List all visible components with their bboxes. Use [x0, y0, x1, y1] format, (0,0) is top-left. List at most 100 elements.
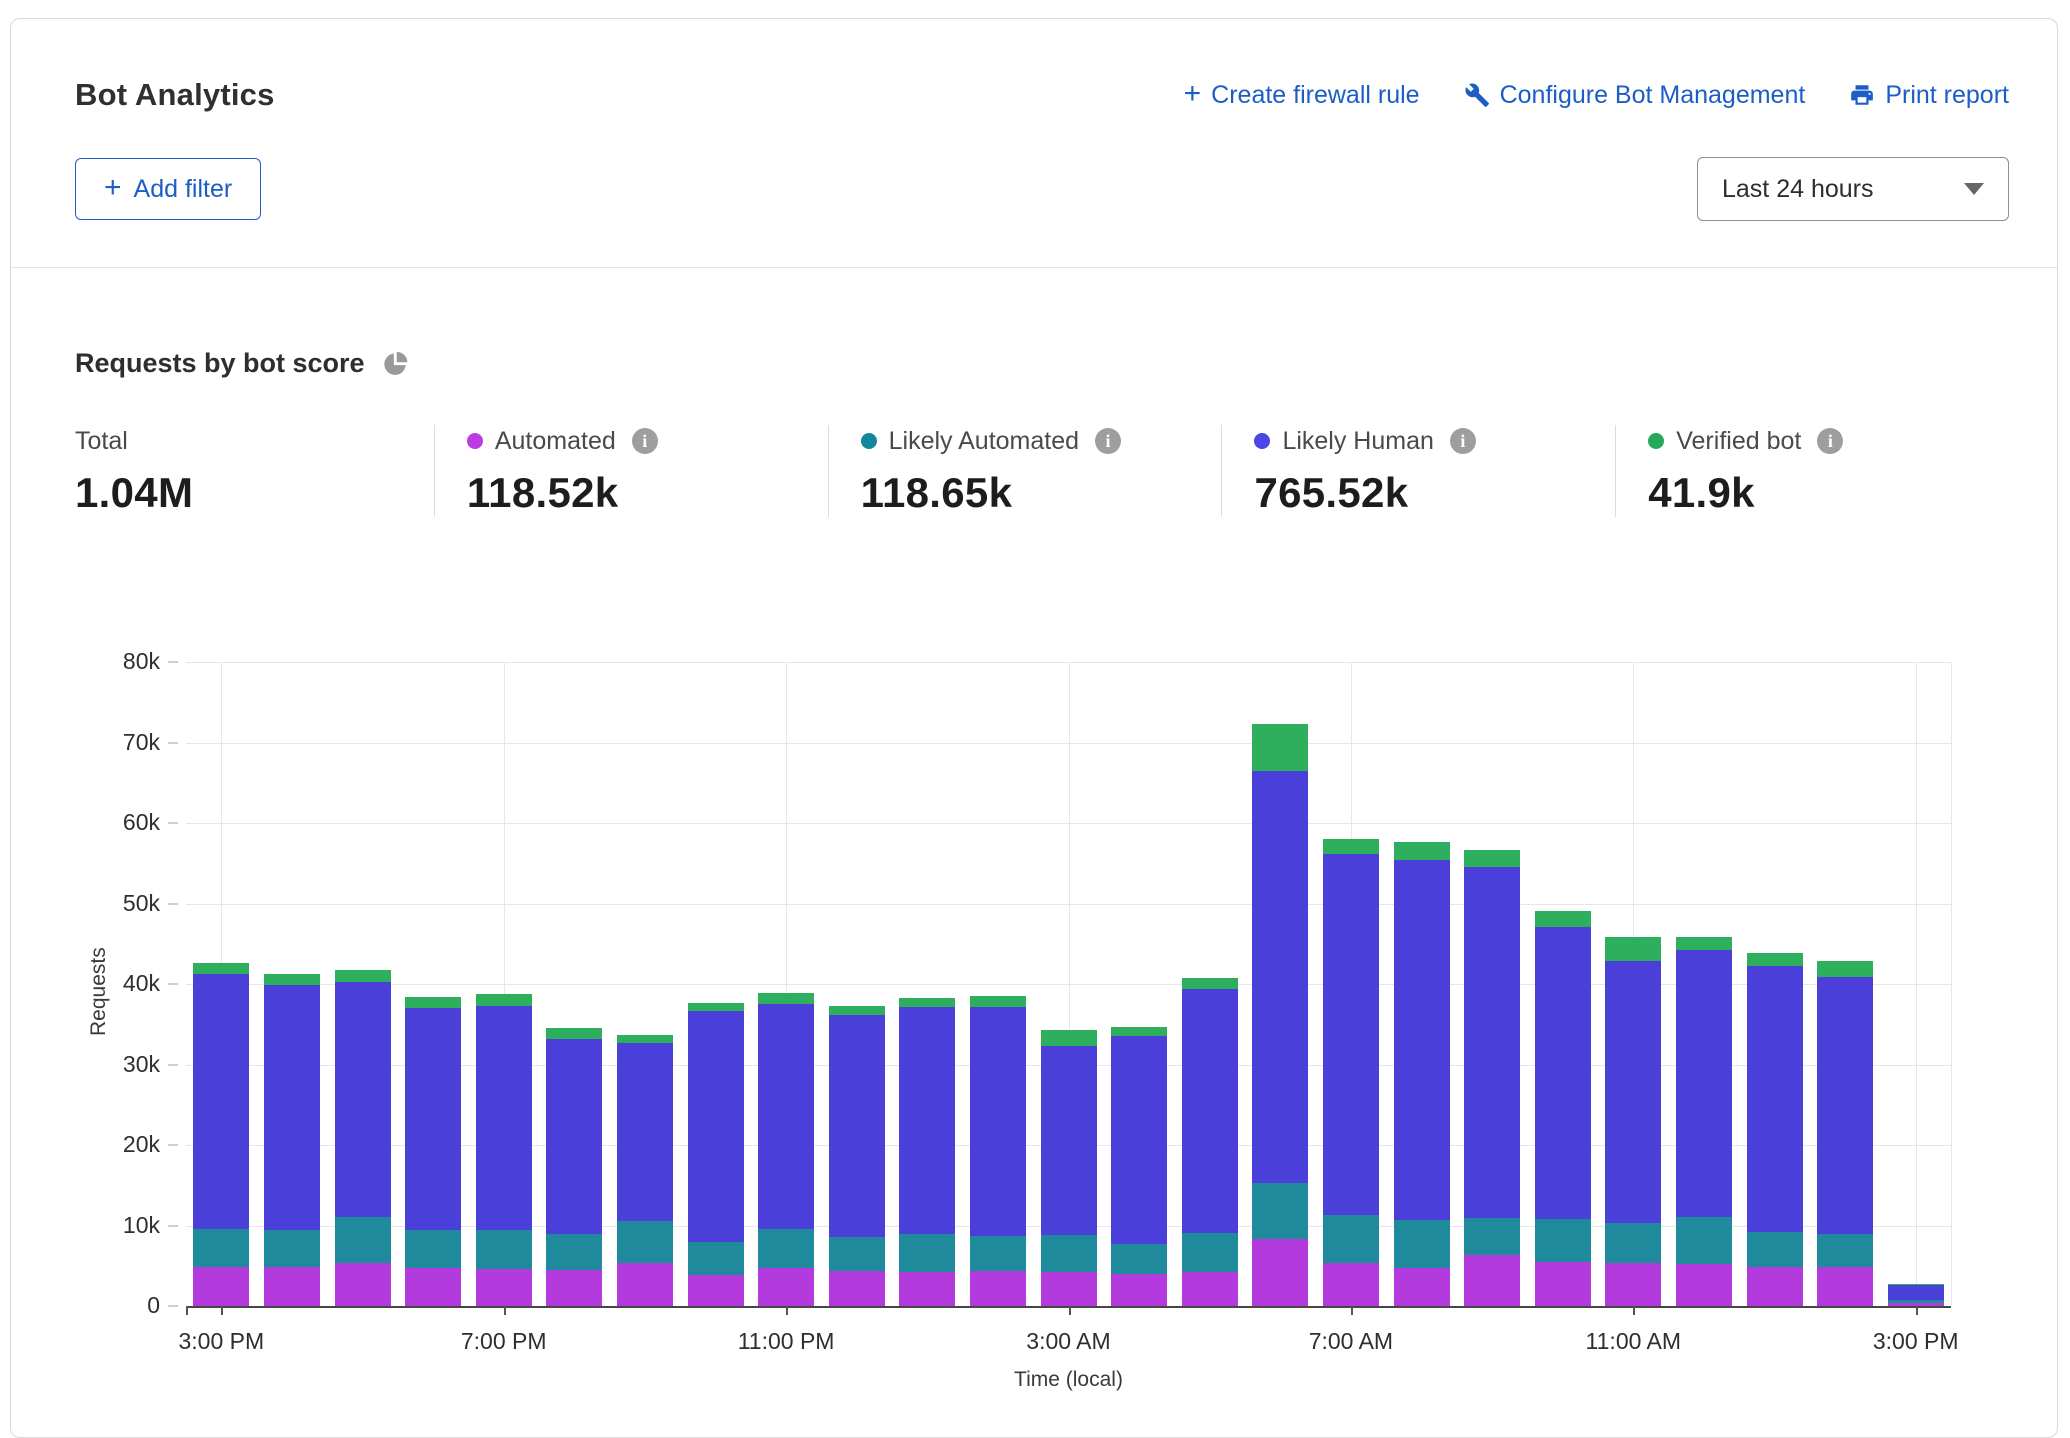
bar-segment[interactable] — [405, 997, 461, 1008]
bar-segment[interactable] — [1182, 1233, 1238, 1272]
bar-segment[interactable] — [335, 1217, 391, 1263]
bar-segment[interactable] — [617, 1043, 673, 1222]
time-range-select[interactable]: Last 24 hours — [1697, 157, 2009, 221]
bar-segment[interactable] — [1605, 961, 1661, 1223]
bar-segment[interactable] — [1535, 1262, 1591, 1306]
bar-segment[interactable] — [1323, 839, 1379, 854]
bar-segment[interactable] — [1323, 1263, 1379, 1306]
bar-segment[interactable] — [546, 1270, 602, 1306]
bar-segment[interactable] — [1323, 854, 1379, 1215]
bar-segment[interactable] — [1111, 1027, 1167, 1036]
print-report-link[interactable]: Print report — [1849, 81, 2009, 110]
bar-segment[interactable] — [1182, 978, 1238, 988]
bar-segment[interactable] — [829, 1271, 885, 1306]
bar-segment[interactable] — [476, 1006, 532, 1231]
bar-segment[interactable] — [1464, 1255, 1520, 1306]
bar-segment[interactable] — [546, 1234, 602, 1270]
bar-segment[interactable] — [1252, 724, 1308, 771]
bar-segment[interactable] — [970, 1236, 1026, 1271]
bar-segment[interactable] — [264, 974, 320, 985]
bar-segment[interactable] — [1676, 937, 1732, 951]
info-icon[interactable]: i — [1450, 428, 1476, 454]
info-icon[interactable]: i — [1817, 428, 1843, 454]
bar-segment[interactable] — [688, 1011, 744, 1241]
bar-segment[interactable] — [1747, 1232, 1803, 1267]
bar-segment[interactable] — [617, 1263, 673, 1306]
bar-segment[interactable] — [1111, 1244, 1167, 1274]
bar-segment[interactable] — [1394, 1268, 1450, 1306]
bar-segment[interactable] — [617, 1221, 673, 1263]
bar-segment[interactable] — [476, 1269, 532, 1306]
bar-segment[interactable] — [829, 1237, 885, 1272]
bar-segment[interactable] — [1182, 1272, 1238, 1306]
configure-bot-management-link[interactable]: Configure Bot Management — [1464, 81, 1806, 110]
bar-segment[interactable] — [899, 1272, 955, 1306]
bar-segment[interactable] — [1747, 1267, 1803, 1306]
bar-segment[interactable] — [1747, 953, 1803, 967]
bar-segment[interactable] — [1605, 937, 1661, 960]
bar-segment[interactable] — [405, 1268, 461, 1306]
bar-segment[interactable] — [1535, 927, 1591, 1219]
bar-segment[interactable] — [1252, 1239, 1308, 1306]
bar-segment[interactable] — [1464, 867, 1520, 1218]
bar-segment[interactable] — [264, 1267, 320, 1306]
info-icon[interactable]: i — [632, 428, 658, 454]
bar-segment[interactable] — [193, 963, 249, 973]
bar-segment[interactable] — [1817, 961, 1873, 977]
bar-segment[interactable] — [1182, 989, 1238, 1233]
bar-segment[interactable] — [970, 996, 1026, 1007]
bar-segment[interactable] — [476, 994, 532, 1005]
bar-segment[interactable] — [758, 1229, 814, 1268]
bar-segment[interactable] — [829, 1015, 885, 1236]
bar-segment[interactable] — [899, 1007, 955, 1234]
bar-segment[interactable] — [970, 1271, 1026, 1306]
bar-segment[interactable] — [1394, 842, 1450, 860]
bar-segment[interactable] — [829, 1006, 885, 1016]
create-firewall-rule-link[interactable]: + Create firewall rule — [1184, 80, 1420, 110]
bar-segment[interactable] — [193, 974, 249, 1229]
bar-segment[interactable] — [1041, 1030, 1097, 1046]
bar-segment[interactable] — [1041, 1235, 1097, 1272]
bar-segment[interactable] — [1817, 1234, 1873, 1267]
bar-segment[interactable] — [1817, 1267, 1873, 1306]
bar-segment[interactable] — [970, 1007, 1026, 1236]
bar-segment[interactable] — [1041, 1046, 1097, 1235]
bar-segment[interactable] — [1747, 966, 1803, 1232]
bar-segment[interactable] — [1323, 1215, 1379, 1263]
bar-segment[interactable] — [758, 1004, 814, 1229]
bar-segment[interactable] — [1394, 1220, 1450, 1268]
bar-segment[interactable] — [546, 1039, 602, 1234]
bar-segment[interactable] — [688, 1003, 744, 1012]
bar-segment[interactable] — [617, 1035, 673, 1043]
bar-segment[interactable] — [1464, 850, 1520, 868]
bar-segment[interactable] — [1817, 977, 1873, 1235]
bar-segment[interactable] — [1676, 1217, 1732, 1264]
bar-segment[interactable] — [405, 1008, 461, 1230]
bar-segment[interactable] — [899, 998, 955, 1007]
bar-segment[interactable] — [264, 985, 320, 1231]
bar-segment[interactable] — [1676, 950, 1732, 1216]
bar-segment[interactable] — [1535, 1219, 1591, 1262]
bar-segment[interactable] — [264, 1230, 320, 1267]
bar-segment[interactable] — [476, 1230, 532, 1269]
bar-segment[interactable] — [193, 1229, 249, 1267]
bar-segment[interactable] — [1888, 1285, 1944, 1299]
add-filter-button[interactable]: + Add filter — [75, 158, 261, 220]
bar-segment[interactable] — [1605, 1263, 1661, 1306]
bar-segment[interactable] — [335, 1263, 391, 1306]
bar-segment[interactable] — [1535, 911, 1591, 927]
bar-segment[interactable] — [1888, 1284, 1944, 1285]
bar-segment[interactable] — [1605, 1223, 1661, 1263]
bar-segment[interactable] — [758, 993, 814, 1004]
bar-segment[interactable] — [546, 1028, 602, 1038]
bar-segment[interactable] — [758, 1268, 814, 1306]
bar-segment[interactable] — [1252, 1183, 1308, 1239]
bar-segment[interactable] — [1464, 1218, 1520, 1255]
bar-segment[interactable] — [688, 1275, 744, 1306]
bar-segment[interactable] — [1111, 1036, 1167, 1244]
bar-segment[interactable] — [688, 1242, 744, 1275]
bar-segment[interactable] — [899, 1234, 955, 1272]
bar-segment[interactable] — [335, 982, 391, 1218]
bar-segment[interactable] — [1252, 771, 1308, 1182]
bar-segment[interactable] — [335, 970, 391, 982]
